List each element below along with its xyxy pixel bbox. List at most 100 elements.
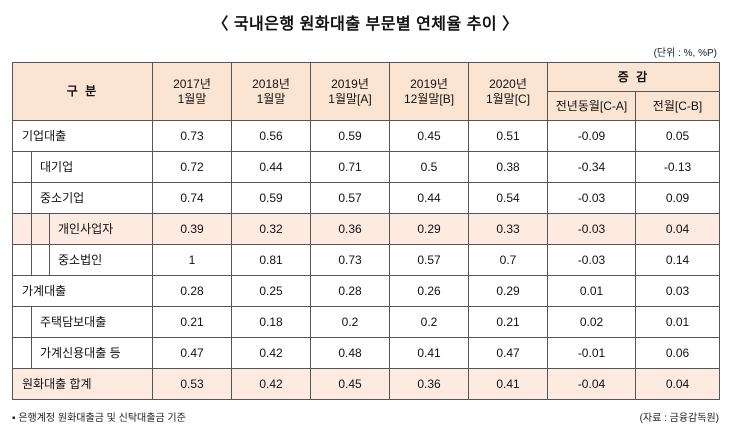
- delinquency-rate-table: 구 분 2017년 1월말 2018년 1월말 2019년 1월말[A] 201…: [12, 62, 721, 400]
- cell-value: 0.73: [310, 244, 390, 276]
- cell-value: 0.01: [547, 275, 636, 307]
- cell-value: 0.09: [634, 182, 721, 214]
- cell-value: 0.59: [231, 182, 311, 214]
- header-period-2019b: 2019년 12월말[B]: [389, 62, 469, 121]
- table-row: 대기업 0.72 0.44 0.71 0.5 0.38 -0.34 -0.13: [12, 151, 721, 183]
- cell-value: -0.01: [547, 337, 636, 369]
- cell-value: -0.34: [547, 151, 636, 183]
- cell-value: 1: [152, 244, 232, 276]
- cell-value: 0.47: [468, 337, 548, 369]
- cell-value: 0.01: [634, 306, 721, 338]
- cell-value: 0.05: [634, 120, 721, 152]
- row-label: 중소법인: [12, 244, 153, 276]
- row-label: 원화대출 합계: [12, 368, 153, 400]
- cell-value: -0.13: [634, 151, 721, 183]
- cell-value: 0.5: [389, 151, 469, 183]
- cell-value: 0.29: [389, 213, 469, 245]
- cell-value: 0.39: [152, 213, 232, 245]
- cell-value: 0.53: [152, 368, 232, 400]
- header-change-mom: 전월[C-B]: [634, 91, 721, 121]
- row-label: 가계신용대출 등: [12, 337, 153, 369]
- cell-value: 0.44: [389, 182, 469, 214]
- table-row: 가계대출 0.28 0.25 0.28 0.26 0.29 0.01 0.03: [12, 275, 721, 307]
- source-note: (자료 : 금융감독원): [639, 413, 719, 424]
- cell-value: 0.04: [634, 213, 721, 245]
- row-label: 가계대출: [12, 275, 153, 307]
- cell-value: 0.28: [152, 275, 232, 307]
- cell-value: 0.42: [231, 368, 311, 400]
- cell-value: 0.02: [547, 306, 636, 338]
- table-row: 가계신용대출 등 0.47 0.42 0.48 0.41 0.47 -0.01 0.06: [12, 337, 721, 369]
- cell-value: 0.72: [152, 151, 232, 183]
- cell-value: 0.33: [468, 213, 548, 245]
- row-label: 기업대출: [12, 120, 153, 152]
- cell-value: 0.14: [634, 244, 721, 276]
- table-row: 원화대출 합계 0.53 0.42 0.45 0.36 0.41 -0.04 0.04: [12, 368, 721, 400]
- cell-value: 0.29: [468, 275, 548, 307]
- row-label: 중소기업: [12, 182, 153, 214]
- cell-value: 0.42: [231, 337, 311, 369]
- cell-value: 0.41: [389, 337, 469, 369]
- cell-value: 0.45: [389, 120, 469, 152]
- cell-value: 0.21: [468, 306, 548, 338]
- header-row-2: 전년동월[C-A] 전월[C-B]: [13, 91, 721, 121]
- cell-value: 0.32: [231, 213, 311, 245]
- cell-value: 0.57: [389, 244, 469, 276]
- header-change-group: 증 감: [546, 62, 721, 92]
- table-row: 개인사업자 0.39 0.32 0.36 0.29 0.33 -0.03 0.04: [12, 213, 721, 245]
- cell-value: 0.73: [152, 120, 232, 152]
- cell-value: 0.44: [231, 151, 311, 183]
- cell-value: 0.03: [634, 275, 721, 307]
- header-period-2017: 2017년 1월말: [152, 62, 232, 121]
- cell-value: 0.25: [231, 275, 311, 307]
- page-title: 〈 국내은행 원화대출 부문별 연체율 추이 〉: [212, 16, 519, 33]
- cell-value: 0.56: [231, 120, 311, 152]
- cell-value: 0.45: [310, 368, 390, 400]
- table-header: 구 분 2017년 1월말 2018년 1월말 2019년 1월말[A] 201…: [12, 62, 721, 121]
- header-period-2019a: 2019년 1월말[A]: [310, 62, 390, 121]
- row-label: 개인사업자: [12, 213, 153, 245]
- cell-value: 0.04: [634, 368, 721, 400]
- cell-value: 0.18: [231, 306, 311, 338]
- table-row: 주택담보대출 0.21 0.18 0.2 0.2 0.21 0.02 0.01: [12, 306, 721, 338]
- cell-value: 0.38: [468, 151, 548, 183]
- cell-value: 0.51: [468, 120, 548, 152]
- cell-value: 0.2: [310, 306, 390, 338]
- cell-value: -0.09: [547, 120, 636, 152]
- cell-value: 0.7: [468, 244, 548, 276]
- cell-value: 0.06: [634, 337, 721, 369]
- table-body: 기업대출 0.73 0.56 0.59 0.45 0.51 -0.09 0.05 대기업 0.72…: [12, 120, 721, 400]
- row-label: 대기업: [12, 151, 153, 183]
- cell-value: 0.54: [468, 182, 548, 214]
- cell-value: 0.74: [152, 182, 232, 214]
- cell-value: 0.81: [231, 244, 311, 276]
- table-footer: ▪ 은행계정 원화대출금 및 신탁대출금 기준 (자료 : 금융감독원): [12, 409, 719, 424]
- cell-value: 0.36: [310, 213, 390, 245]
- cell-value: 0.57: [310, 182, 390, 214]
- table-row: 기업대출 0.73 0.56 0.59 0.45 0.51 -0.09 0.05: [12, 120, 721, 152]
- cell-value: -0.04: [547, 368, 636, 400]
- cell-value: 0.36: [389, 368, 469, 400]
- header-period-2020c: 2020년 1월말[C]: [468, 62, 548, 121]
- row-label: 주택담보대출: [12, 306, 153, 338]
- cell-value: -0.03: [547, 244, 636, 276]
- header-category: 구 분: [12, 62, 153, 121]
- footnote: ▪ 은행계정 원화대출금 및 신탁대출금 기준: [12, 413, 186, 424]
- header-period-2018: 2018년 1월말: [231, 62, 311, 121]
- table-row: 중소법인 1 0.81 0.73 0.57 0.7 -0.03 0.14: [12, 244, 721, 276]
- cell-value: 0.41: [468, 368, 548, 400]
- table-row: 중소기업 0.74 0.59 0.57 0.44 0.54 -0.03 0.09: [12, 182, 721, 214]
- unit-note: (단위 : %, %P): [653, 48, 717, 59]
- cell-value: 0.26: [389, 275, 469, 307]
- cell-value: 0.48: [310, 337, 390, 369]
- cell-value: 0.28: [310, 275, 390, 307]
- cell-value: 0.21: [152, 306, 232, 338]
- cell-value: 0.2: [389, 306, 469, 338]
- cell-value: 0.47: [152, 337, 232, 369]
- cell-value: -0.03: [547, 213, 636, 245]
- header-row-1: 구 분 2017년 1월말 2018년 1월말 2019년 1월말[A] 201…: [12, 62, 721, 121]
- cell-value: 0.71: [310, 151, 390, 183]
- cell-value: -0.03: [547, 182, 636, 214]
- cell-value: 0.59: [310, 120, 390, 152]
